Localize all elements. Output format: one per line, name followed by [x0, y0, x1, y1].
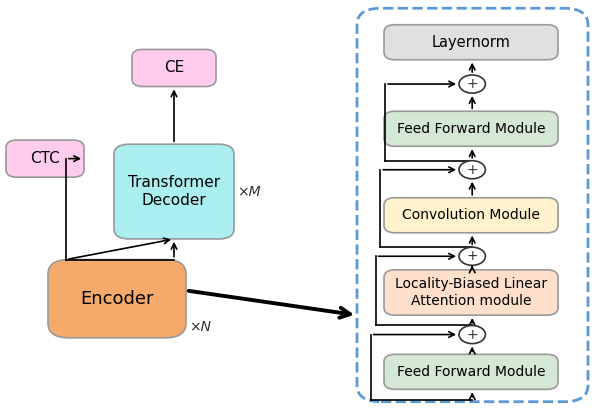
FancyBboxPatch shape: [132, 49, 216, 87]
FancyBboxPatch shape: [114, 144, 234, 239]
FancyBboxPatch shape: [384, 270, 558, 315]
Text: Feed Forward Module: Feed Forward Module: [397, 365, 545, 379]
Text: Layernorm: Layernorm: [431, 35, 511, 50]
Text: Transformer
Decoder: Transformer Decoder: [128, 176, 220, 208]
Circle shape: [459, 161, 485, 179]
Text: +: +: [466, 249, 478, 263]
FancyBboxPatch shape: [384, 354, 558, 389]
FancyBboxPatch shape: [384, 198, 558, 233]
Text: ×M: ×M: [237, 185, 260, 199]
Text: +: +: [466, 163, 478, 177]
Text: +: +: [466, 328, 478, 342]
FancyBboxPatch shape: [6, 140, 84, 177]
FancyBboxPatch shape: [48, 260, 186, 338]
Text: CE: CE: [164, 61, 184, 75]
Text: Feed Forward Module: Feed Forward Module: [397, 122, 545, 136]
Circle shape: [459, 75, 485, 93]
FancyBboxPatch shape: [384, 25, 558, 60]
Text: +: +: [466, 77, 478, 91]
Circle shape: [459, 325, 485, 344]
Circle shape: [459, 247, 485, 265]
FancyBboxPatch shape: [384, 111, 558, 146]
Text: Locality-Biased Linear
Attention module: Locality-Biased Linear Attention module: [395, 277, 547, 308]
Text: ×N: ×N: [189, 320, 211, 334]
Text: Convolution Module: Convolution Module: [402, 208, 540, 222]
Text: CTC: CTC: [30, 151, 60, 166]
Text: Encoder: Encoder: [80, 290, 154, 308]
